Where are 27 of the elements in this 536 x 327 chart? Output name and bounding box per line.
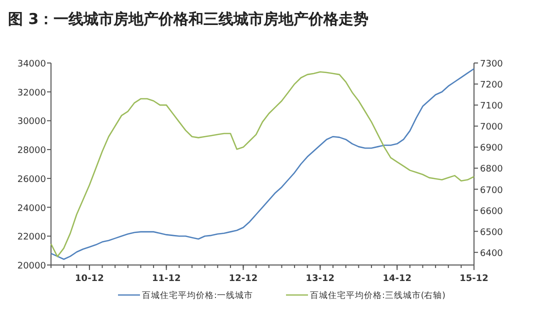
legend-label: 百城住宅平均价格:一线城市 xyxy=(142,290,253,301)
x-tick-label: 15-12 xyxy=(460,274,488,284)
y-tick-label: 28000 xyxy=(17,146,46,156)
chart-title: 图 3：一线城市房地产价格和三线城市房地产价格走势 xyxy=(8,10,369,28)
x-tick-label: 11-12 xyxy=(152,274,181,284)
y2-tick-label: 6600 xyxy=(480,206,504,217)
y2-tick-label: 7200 xyxy=(480,80,504,91)
x-tick-label: 13-12 xyxy=(306,274,335,284)
y2-tick-label: 7100 xyxy=(480,102,504,112)
y2-tick-label: 6500 xyxy=(480,228,504,238)
y2-tick-label: 6900 xyxy=(480,144,504,154)
x-tick-label: 12-12 xyxy=(228,274,258,284)
y-tick-label: 32000 xyxy=(17,88,46,98)
y2-tick-label: 6400 xyxy=(480,248,504,259)
x-tick-label: 10-12 xyxy=(75,274,104,284)
y-tick-label: 20000 xyxy=(17,262,46,272)
y2-tick-label: 7000 xyxy=(480,122,504,133)
y2-tick-label: 6700 xyxy=(480,186,504,196)
y-tick-label: 30000 xyxy=(17,117,46,128)
y-tick-label: 26000 xyxy=(17,174,46,185)
y-tick-label: 24000 xyxy=(17,204,46,214)
y-tick-label: 22000 xyxy=(17,232,46,243)
y-tick-label: 34000 xyxy=(17,60,46,70)
y2-tick-label: 7300 xyxy=(480,60,504,70)
y2-tick-label: 6800 xyxy=(480,164,504,175)
legend-label: 百城住宅平均价格:三线城市(右轴) xyxy=(310,290,446,301)
x-tick-label: 14-12 xyxy=(382,274,412,284)
